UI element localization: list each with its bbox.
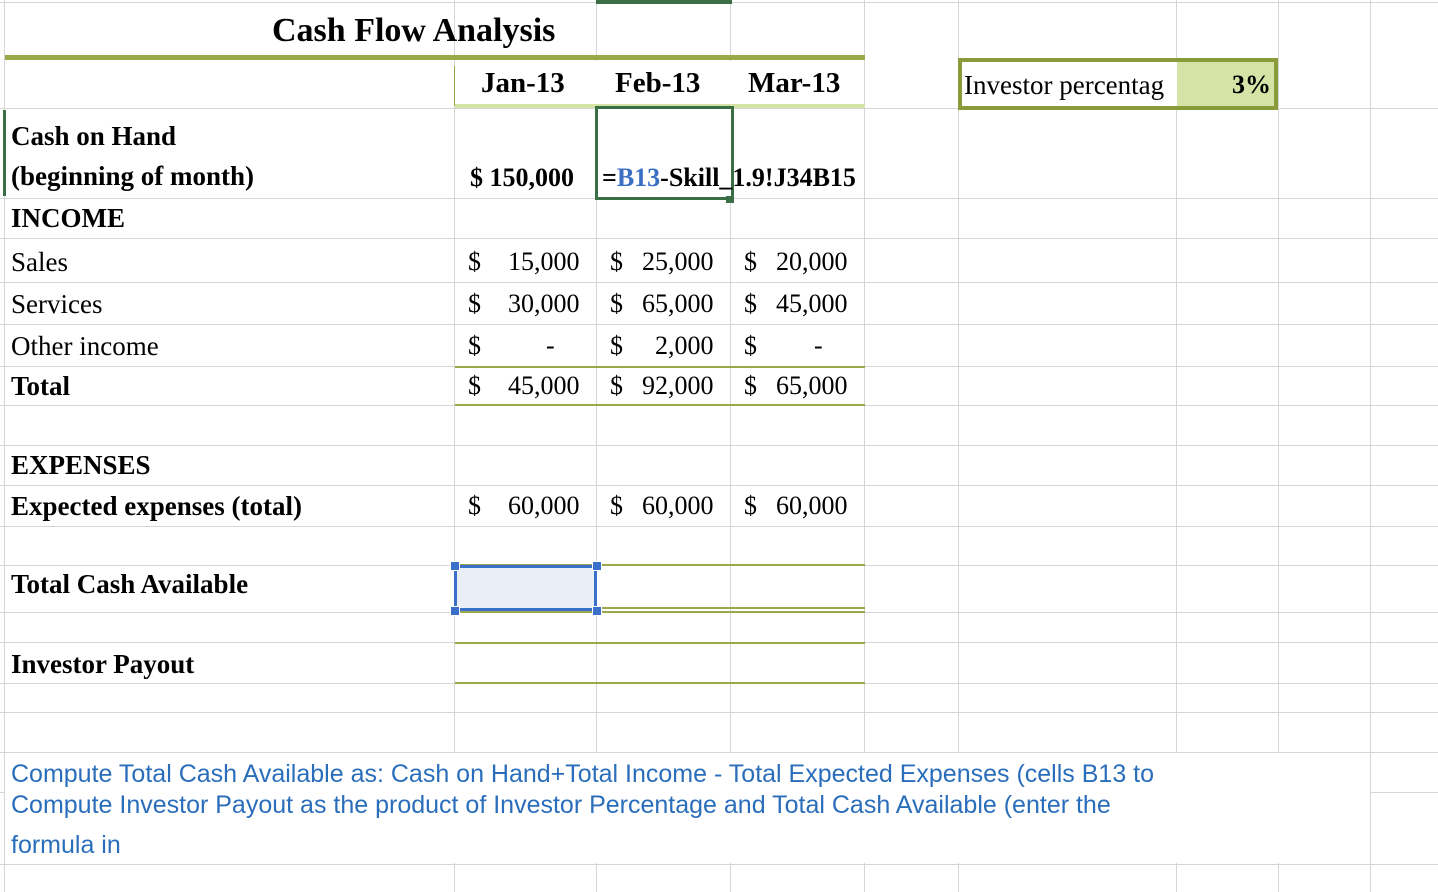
income-header[interactable]: INCOME (11, 203, 125, 233)
currency-symbol: $ (744, 289, 757, 318)
gridline (864, 0, 865, 892)
formula-ref: B13 (616, 163, 661, 192)
payout-bottom-border (455, 682, 865, 684)
gridline (730, 0, 731, 892)
investor-label[interactable]: Investor percentag (964, 70, 1165, 100)
cash-on-hand-label[interactable]: Cash on Hand (11, 121, 177, 151)
total-cash-label[interactable]: Total Cash Available (11, 569, 249, 599)
header-left-rule (454, 66, 455, 106)
sales-jan[interactable]: 15,000 (508, 247, 580, 276)
instruction-line-1[interactable]: Compute Total Cash Available as: Cash on… (11, 760, 1155, 788)
currency-symbol: $ (744, 331, 757, 360)
selection-handle[interactable] (450, 606, 460, 616)
total-mar[interactable]: 65,000 (776, 371, 848, 400)
instruction-line-3: formula in (11, 831, 121, 859)
selection-handle[interactable] (592, 606, 602, 616)
currency-symbol: $ (468, 371, 481, 400)
services-label[interactable]: Services (11, 289, 103, 319)
formula-text[interactable]: =B13-Skill_1.9!J34B15 (602, 163, 856, 193)
total-label[interactable]: Total (11, 371, 71, 401)
active-column-marker (596, 0, 732, 4)
gridline (0, 282, 1438, 283)
currency-symbol: $ (468, 331, 481, 360)
selected-cell[interactable] (454, 565, 597, 611)
formula-eq: = (602, 163, 617, 192)
row-marker (3, 110, 6, 196)
gridline (1176, 0, 1177, 892)
services-feb[interactable]: 65,000 (642, 289, 714, 318)
currency-symbol: $ (468, 289, 481, 318)
selection-handle[interactable] (592, 561, 602, 571)
currency-symbol: $ (610, 331, 623, 360)
gridline (4, 0, 5, 892)
gridline (596, 0, 597, 892)
gridline (0, 445, 1438, 446)
investor-payout-label[interactable]: Investor Payout (11, 649, 195, 679)
services-mar[interactable]: 45,000 (776, 289, 848, 318)
selection-handle[interactable] (450, 561, 460, 571)
cash-on-hand-label-2: (beginning of month) (11, 161, 255, 191)
expected-expenses-label[interactable]: Expected expenses (total) (11, 491, 302, 521)
formula-cell-border[interactable] (595, 106, 734, 200)
expenses-mar[interactable]: 60,000 (776, 491, 848, 520)
gridline (0, 526, 1438, 527)
other-income-feb[interactable]: 2,000 (655, 331, 714, 360)
sales-feb[interactable]: 25,000 (642, 247, 714, 276)
total-cash-top-border (455, 564, 865, 566)
title-underline (5, 55, 865, 60)
gridline (0, 324, 1438, 325)
gridline (454, 0, 455, 892)
expenses-jan[interactable]: 60,000 (508, 491, 580, 520)
header-jan[interactable]: Jan-13 (481, 67, 565, 99)
total-jan[interactable]: 45,000 (508, 371, 580, 400)
investor-value-fill (1177, 62, 1274, 106)
expenses-feb[interactable]: 60,000 (642, 491, 714, 520)
text-backdrop (5, 753, 1370, 863)
gridline (0, 485, 1438, 486)
currency-symbol: $ (610, 491, 623, 520)
other-income-mar[interactable]: - (814, 331, 823, 360)
gridline (958, 0, 959, 892)
header-mar[interactable]: Mar-13 (748, 67, 841, 99)
currency-symbol: $ (744, 371, 757, 400)
other-income-jan[interactable]: - (546, 331, 555, 360)
gridline (0, 712, 1438, 713)
header-row-backdrop (455, 61, 864, 107)
currency-symbol: $ (744, 491, 757, 520)
investor-value[interactable]: 3% (1232, 70, 1271, 99)
gridline (0, 864, 1438, 865)
total-feb[interactable]: 92,000 (642, 371, 714, 400)
payout-top-border (455, 642, 865, 644)
fill-handle[interactable] (726, 196, 734, 203)
currency-symbol: $ (610, 289, 623, 318)
gridline (1278, 0, 1279, 892)
sheet-title[interactable]: Cash Flow Analysis (272, 12, 556, 49)
currency-symbol: $ (468, 247, 481, 276)
expenses-header[interactable]: EXPENSES (11, 450, 151, 480)
total-cash-bottom-border (455, 611, 865, 613)
services-jan[interactable]: 30,000 (508, 289, 580, 318)
sales-mar[interactable]: 20,000 (776, 247, 848, 276)
header-feb[interactable]: Feb-13 (615, 67, 701, 99)
formula-rest: -Skill_1.9!J34B15 (660, 163, 856, 192)
gridline (0, 752, 1438, 753)
sales-label[interactable]: Sales (11, 247, 68, 277)
cash-on-hand-jan[interactable]: $ 150,000 (470, 163, 574, 192)
other-income-label[interactable]: Other income (11, 331, 159, 361)
currency-symbol: $ (610, 371, 623, 400)
total-top-border (455, 366, 865, 368)
gridline (0, 238, 1438, 239)
currency-symbol: $ (468, 491, 481, 520)
currency-symbol: $ (610, 247, 623, 276)
instruction-line-2[interactable]: Compute Investor Payout as the product o… (11, 791, 1111, 819)
total-bottom-border (455, 404, 865, 406)
currency-symbol: $ (744, 247, 757, 276)
gridline (1370, 0, 1371, 892)
total-cash-bottom-border (455, 607, 865, 609)
